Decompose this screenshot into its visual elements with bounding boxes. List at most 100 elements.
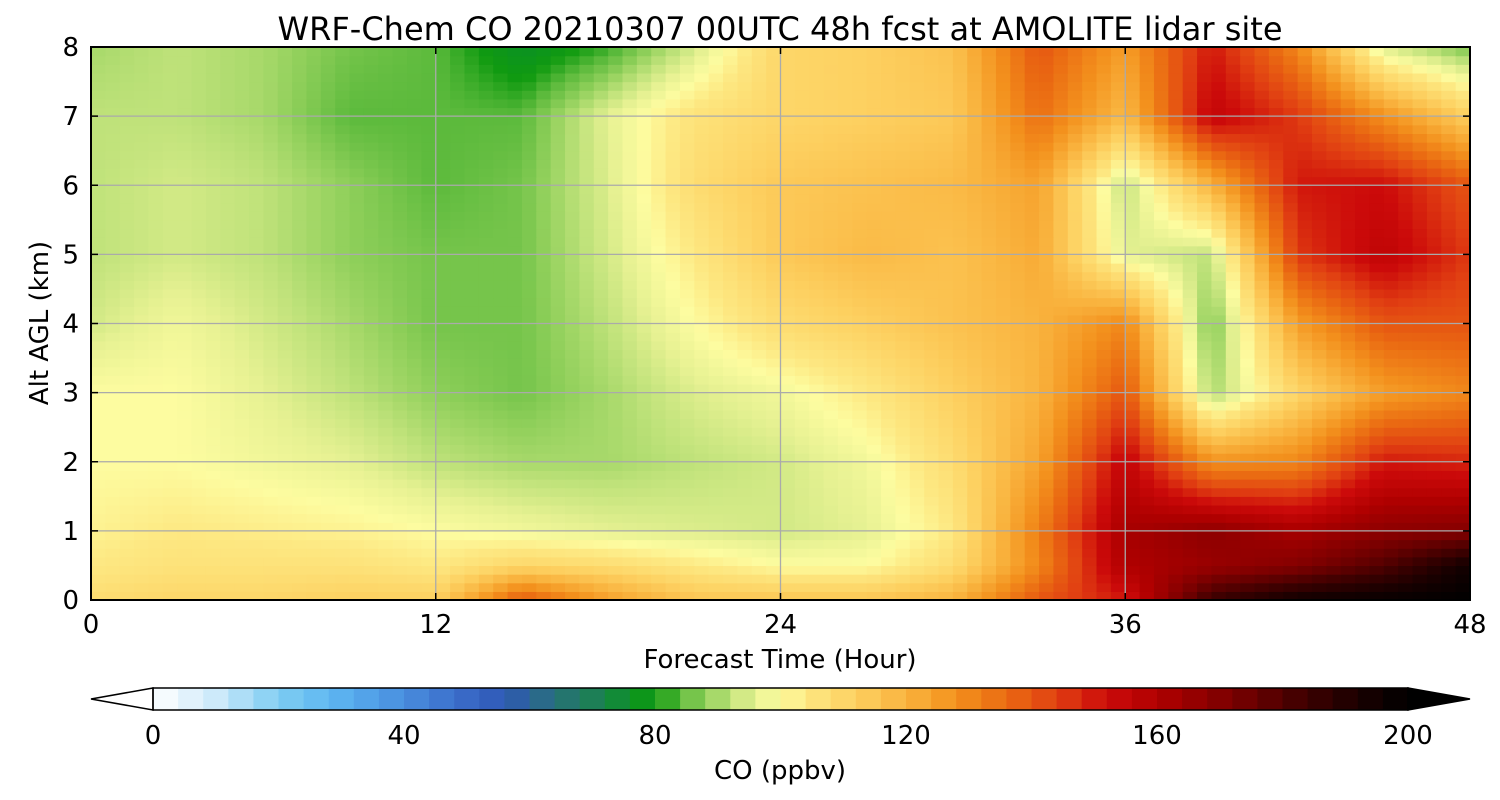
heatmap-cell	[407, 522, 422, 532]
heatmap-cell	[995, 263, 1011, 273]
heatmap-cell	[464, 219, 480, 230]
heatmap-cell	[1168, 496, 1184, 506]
heatmap-cell	[881, 366, 897, 376]
heatmap-cell	[521, 167, 537, 178]
heatmap-cell	[536, 375, 552, 385]
heatmap-cell	[177, 297, 193, 307]
heatmap-cell	[766, 271, 782, 281]
heatmap-cell	[450, 228, 466, 238]
heatmap-cell	[177, 237, 193, 247]
heatmap-cell	[320, 185, 336, 195]
heatmap-cell	[263, 375, 279, 385]
heatmap-cell	[1225, 409, 1241, 420]
heatmap-cell	[651, 280, 667, 290]
heatmap-cell	[249, 366, 264, 376]
heatmap-cell	[1383, 263, 1399, 273]
heatmap-cell	[766, 176, 782, 186]
heatmap-cell	[1053, 237, 1069, 247]
heatmap-cell	[148, 401, 164, 411]
heatmap-cell	[1039, 435, 1055, 446]
heatmap-cell	[550, 340, 566, 351]
heatmap-cell	[809, 332, 825, 342]
heatmap-cell	[363, 358, 379, 368]
heatmap-cell	[1311, 461, 1327, 471]
heatmap-cell	[679, 392, 695, 402]
heatmap-cell	[1139, 254, 1155, 264]
heatmap-cell	[1311, 306, 1327, 316]
heatmap-cell	[938, 470, 954, 480]
heatmap-cell	[794, 245, 810, 255]
heatmap-cell	[565, 479, 580, 489]
heatmap-cell	[952, 263, 968, 273]
heatmap-cell	[1139, 513, 1155, 523]
heatmap-cell	[550, 582, 566, 592]
heatmap-cell	[967, 435, 983, 446]
heatmap-cell	[837, 185, 853, 195]
heatmap-cell	[177, 582, 193, 592]
heatmap-cell	[493, 565, 509, 575]
heatmap-cell	[1197, 340, 1213, 351]
heatmap-cell	[507, 219, 523, 230]
heatmap-cell	[421, 504, 437, 515]
heatmap-cell	[622, 444, 638, 454]
heatmap-cell	[794, 591, 810, 601]
heatmap-cell	[493, 548, 509, 558]
heatmap-cell	[809, 401, 825, 411]
heatmap-cell	[967, 358, 983, 368]
heatmap-cell	[909, 530, 925, 541]
heatmap-cell	[866, 176, 882, 186]
heatmap-cell	[1398, 504, 1414, 515]
heatmap-cell	[1153, 496, 1169, 506]
heatmap-cell	[608, 211, 624, 221]
heatmap-cell	[1082, 280, 1098, 290]
heatmap-cell	[1039, 401, 1055, 411]
heatmap-cell	[1383, 280, 1399, 290]
heatmap-cell	[1082, 418, 1098, 428]
heatmap-cell	[1067, 530, 1083, 541]
heatmap-cell	[378, 418, 394, 428]
heatmap-cell	[292, 401, 308, 411]
heatmap-cell	[1412, 496, 1428, 506]
heatmap-cell	[335, 185, 351, 195]
heatmap-cell	[148, 211, 164, 221]
heatmap-cell	[679, 263, 695, 273]
heatmap-cell	[723, 435, 738, 446]
heatmap-cell	[1398, 150, 1414, 160]
heatmap-cell	[780, 349, 796, 359]
heatmap-cell	[249, 565, 264, 575]
heatmap-cell	[837, 288, 853, 299]
heatmap-cell	[995, 392, 1011, 402]
heatmap-cell	[1455, 401, 1471, 411]
heatmap-cell	[1082, 297, 1098, 307]
heatmap-cell	[320, 332, 336, 342]
heatmap-cell	[1240, 185, 1256, 195]
heatmap-cell	[1010, 496, 1026, 506]
heatmap-cell	[306, 470, 322, 480]
heatmap-cell	[1326, 271, 1342, 281]
heatmap-cell	[952, 392, 968, 402]
heatmap-cell	[105, 453, 121, 463]
heatmap-cell	[694, 427, 710, 437]
heatmap-cell	[837, 263, 853, 273]
heatmap-cell	[1383, 332, 1399, 342]
heatmap-cell	[1182, 504, 1198, 515]
heatmap-cell	[665, 409, 681, 420]
heatmap-cell	[521, 358, 537, 368]
heatmap-cell	[1139, 332, 1155, 342]
heatmap-cell	[277, 228, 293, 238]
heatmap-cell	[1053, 340, 1069, 351]
heatmap-cell	[1096, 323, 1112, 333]
heatmap-cell	[392, 237, 408, 247]
heatmap-cell	[105, 530, 121, 541]
heatmap-cell	[220, 383, 236, 394]
heatmap-cell	[220, 565, 236, 575]
heatmap-cell	[665, 176, 681, 186]
heatmap-cell	[1355, 332, 1371, 342]
heatmap-cell	[521, 193, 537, 204]
heatmap-cell	[148, 159, 164, 169]
heatmap-cell	[679, 228, 695, 238]
heatmap-cell	[521, 556, 537, 567]
heatmap-cell	[866, 366, 882, 376]
heatmap-cell	[1125, 280, 1141, 290]
heatmap-cell	[407, 185, 422, 195]
